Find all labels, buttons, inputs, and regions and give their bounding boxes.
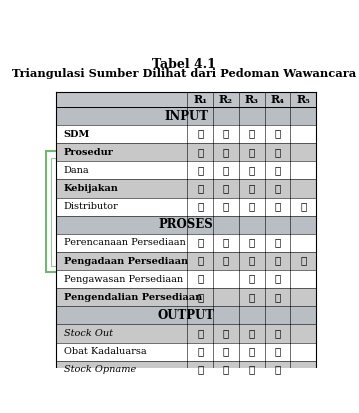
Text: ✓: ✓: [197, 293, 204, 302]
Text: ✓: ✓: [197, 130, 204, 139]
Text: OUTPUT: OUTPUT: [158, 309, 215, 322]
Text: ✓: ✓: [274, 275, 281, 284]
Text: ✓: ✓: [274, 202, 281, 211]
Text: ✓: ✓: [249, 202, 255, 211]
Text: Triangulasi Sumber Dilihat dari Pedoman Wawancara: Triangulasi Sumber Dilihat dari Pedoman …: [12, 68, 356, 79]
FancyBboxPatch shape: [56, 216, 316, 234]
Text: ✓: ✓: [249, 256, 255, 266]
FancyBboxPatch shape: [56, 306, 316, 325]
FancyBboxPatch shape: [56, 180, 316, 197]
Text: Perencanaan Persediaan: Perencanaan Persediaan: [64, 238, 186, 247]
FancyBboxPatch shape: [56, 107, 316, 125]
FancyBboxPatch shape: [56, 361, 316, 379]
Text: ✓: ✓: [274, 365, 281, 374]
FancyBboxPatch shape: [56, 343, 316, 361]
Text: Pengadaan Persediaan: Pengadaan Persediaan: [64, 256, 188, 266]
Text: Obat Kadaluarsa: Obat Kadaluarsa: [64, 347, 146, 356]
Circle shape: [88, 126, 280, 317]
Text: Kebijakan: Kebijakan: [64, 184, 119, 193]
Text: ✓: ✓: [197, 148, 204, 157]
Text: ✓: ✓: [197, 347, 204, 356]
Text: ✓: ✓: [197, 166, 204, 175]
FancyBboxPatch shape: [56, 325, 316, 343]
Text: ✓: ✓: [249, 293, 255, 302]
Text: ✓: ✓: [274, 329, 281, 338]
Text: ✓: ✓: [300, 202, 306, 211]
Text: ✓: ✓: [197, 365, 204, 374]
FancyBboxPatch shape: [56, 161, 316, 180]
Text: R₄: R₄: [271, 94, 285, 105]
Text: Stock Out: Stock Out: [64, 329, 113, 338]
Text: ✓: ✓: [249, 184, 255, 193]
Text: ✓: ✓: [249, 329, 255, 338]
Text: ✓: ✓: [249, 238, 255, 247]
Text: ✓: ✓: [274, 148, 281, 157]
Text: Prosedur: Prosedur: [64, 148, 114, 157]
Text: Distributor: Distributor: [64, 202, 118, 211]
Text: ✓: ✓: [197, 256, 204, 266]
Text: ✓: ✓: [249, 148, 255, 157]
FancyBboxPatch shape: [56, 234, 316, 252]
Text: R₂: R₂: [219, 94, 233, 105]
Text: ✓: ✓: [197, 275, 204, 284]
Text: ✓: ✓: [249, 365, 255, 374]
Text: R₅: R₅: [296, 94, 310, 105]
Text: ✓: ✓: [249, 347, 255, 356]
Text: ✓: ✓: [274, 184, 281, 193]
Text: SDM: SDM: [64, 130, 90, 139]
Text: Tabel 4.1: Tabel 4.1: [152, 57, 216, 71]
Text: ✓: ✓: [223, 148, 229, 157]
FancyBboxPatch shape: [56, 270, 316, 288]
Text: ✓: ✓: [223, 202, 229, 211]
Text: ✓: ✓: [223, 238, 229, 247]
Text: ✓: ✓: [274, 130, 281, 139]
Text: ✓: ✓: [223, 166, 229, 175]
Text: ✓: ✓: [197, 238, 204, 247]
Text: ✓: ✓: [223, 256, 229, 266]
Text: ✓: ✓: [274, 293, 281, 302]
Text: ✓: ✓: [197, 329, 204, 338]
Text: ✓: ✓: [249, 130, 255, 139]
Text: ✓: ✓: [300, 256, 306, 266]
Text: ✓: ✓: [249, 166, 255, 175]
Text: Stock Opname: Stock Opname: [64, 365, 136, 374]
Text: ✓: ✓: [223, 130, 229, 139]
Text: ✓: ✓: [274, 256, 281, 266]
FancyBboxPatch shape: [56, 288, 316, 306]
Text: Pengawasan Persediaan: Pengawasan Persediaan: [64, 275, 183, 284]
Text: ✓: ✓: [274, 166, 281, 175]
Text: ✓: ✓: [249, 275, 255, 284]
Text: ✓: ✓: [223, 347, 229, 356]
Text: Pengendalian Persediaan: Pengendalian Persediaan: [64, 293, 202, 302]
Text: ✓: ✓: [197, 202, 204, 211]
Text: ✓: ✓: [223, 184, 229, 193]
FancyBboxPatch shape: [56, 252, 316, 270]
FancyBboxPatch shape: [56, 92, 316, 107]
Text: PROSES: PROSES: [159, 218, 214, 231]
FancyBboxPatch shape: [56, 143, 316, 161]
Text: Dana: Dana: [64, 166, 89, 175]
Text: ✓: ✓: [223, 365, 229, 374]
Text: R₃: R₃: [245, 94, 259, 105]
Text: ✓: ✓: [197, 184, 204, 193]
Text: INPUT: INPUT: [164, 109, 208, 123]
FancyBboxPatch shape: [56, 197, 316, 216]
Text: ✓: ✓: [274, 347, 281, 356]
Text: R₁: R₁: [193, 94, 207, 105]
FancyBboxPatch shape: [56, 125, 316, 143]
Text: ✓: ✓: [274, 238, 281, 247]
Text: ✓: ✓: [223, 329, 229, 338]
